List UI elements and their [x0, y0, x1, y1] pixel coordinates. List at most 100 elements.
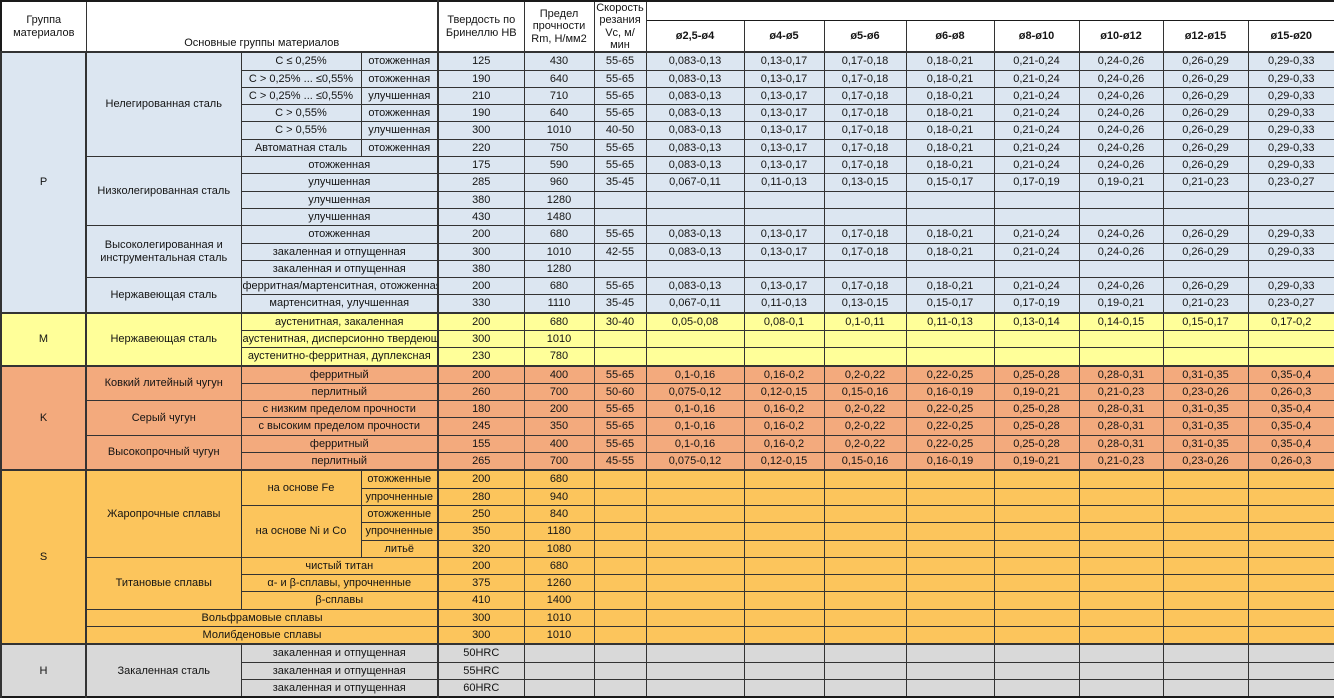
- feed-value-cell: 0,25-0,28: [993, 400, 1080, 419]
- feed-value-cell: 0,2-0,22: [823, 434, 907, 454]
- header-diameter-3: ø6-ø8: [905, 20, 995, 53]
- feed-value-cell: [1247, 504, 1334, 524]
- feed-value-cell: 0,17-0,18: [823, 104, 907, 123]
- feed-value-cell: [823, 608, 907, 628]
- feed-value-cell: 0,1-0,16: [645, 400, 745, 419]
- feed-value-cell: 0,22-0,25: [905, 434, 995, 454]
- vc-cell: [593, 259, 647, 279]
- feed-value-cell: 0,26-0,29: [1162, 138, 1249, 158]
- material-family-cell: Титановые сплавы: [85, 556, 242, 610]
- feed-value-cell: 0,21-0,24: [993, 86, 1080, 106]
- feed-value-cell: 0,13-0,17: [743, 225, 825, 244]
- feed-value-cell: [1078, 643, 1164, 663]
- feed-value-cell: [993, 539, 1080, 558]
- feed-value-cell: 0,18-0,21: [905, 242, 995, 261]
- feed-value-cell: [743, 643, 825, 663]
- material-subtype-cell: Автоматная сталь: [240, 138, 362, 158]
- table-row: Нержавеющая сталь ферритная/мартенситная,…: [1, 277, 1334, 314]
- hb-cell: 245: [437, 417, 525, 436]
- feed-value-cell: [905, 608, 995, 628]
- feed-value-cell: [993, 487, 1080, 506]
- material-subtype-cell: на основе Ni и Co: [240, 504, 362, 558]
- feed-value-cell: [1162, 259, 1249, 279]
- vc-cell: [593, 347, 647, 367]
- feed-value-cell: 0,13-0,15: [823, 173, 907, 192]
- vc-cell: [593, 207, 647, 227]
- hb-cell: 155: [437, 434, 525, 454]
- rm-cell: 400: [523, 434, 595, 454]
- feed-value-cell: 0,21-0,24: [993, 121, 1080, 140]
- feed-value-cell: [1162, 574, 1249, 593]
- feed-value-cell: 0,29-0,33: [1247, 121, 1334, 140]
- table-row: с высоким пределом прочности 245 350 55-65 0…: [1, 417, 1334, 436]
- feed-value-cell: [743, 522, 825, 541]
- vc-cell: [593, 504, 647, 524]
- feed-value-cell: [823, 504, 907, 524]
- feed-value-cell: 0,19-0,21: [1078, 294, 1164, 314]
- material-family-cell: Закаленная сталь: [85, 643, 242, 698]
- material-family-cell: Нержавеющая сталь: [85, 311, 242, 367]
- material-family-cell: Высоколегированная и инструментальная ст…: [85, 225, 242, 279]
- material-subtype-cell: улучшенная: [240, 190, 439, 209]
- feed-value-cell: [645, 207, 745, 227]
- rm-cell: 710: [523, 86, 595, 106]
- table-row: мартенситная, улучшенная 330 1110 35-45 0,06…: [1, 294, 1334, 314]
- rm-cell: 1260: [523, 574, 595, 593]
- feed-value-cell: 0,24-0,26: [1078, 104, 1164, 123]
- feed-value-cell: 0,17-0,18: [823, 156, 907, 175]
- feed-value-cell: 0,1-0,16: [645, 434, 745, 454]
- feed-value-cell: 0,31-0,35: [1162, 364, 1249, 384]
- feed-value-cell: [905, 556, 995, 576]
- feed-value-cell: 0,083-0,13: [645, 138, 745, 158]
- feed-value-cell: [645, 643, 745, 663]
- material-family-cell: Жаропрочные сплавы: [85, 469, 242, 558]
- feed-value-cell: [905, 522, 995, 541]
- vc-cell: [593, 556, 647, 576]
- vc-cell: 30-40: [593, 311, 647, 331]
- feed-value-cell: 0,21-0,24: [993, 225, 1080, 244]
- feed-value-cell: 0,26-0,29: [1162, 104, 1249, 123]
- material-family-cell: Молибденовые сплавы: [85, 626, 439, 645]
- vc-cell: 55-65: [593, 225, 647, 244]
- vc-cell: 40-50: [593, 121, 647, 140]
- hb-cell: 200: [437, 556, 525, 576]
- material-subtype-cell: ферритная/мартенситная, отожженная: [240, 277, 439, 296]
- table-row: улучшенная 380 1280: [1, 190, 1334, 209]
- feed-value-cell: [1247, 539, 1334, 558]
- hb-cell: 220: [437, 138, 525, 158]
- vc-cell: 35-45: [593, 294, 647, 314]
- feed-value-cell: 0,28-0,31: [1078, 364, 1164, 384]
- feed-value-cell: [743, 259, 825, 279]
- feed-value-cell: 0,19-0,21: [993, 452, 1080, 471]
- feed-value-cell: 0,17-0,18: [823, 138, 907, 158]
- rm-cell: 1280: [523, 190, 595, 209]
- rm-cell: 1010: [523, 329, 595, 349]
- rm-cell: [523, 661, 595, 680]
- feed-value-cell: 0,15-0,17: [1162, 311, 1249, 331]
- feed-value-cell: [1078, 207, 1164, 227]
- table-body: P Нелегированная сталь C ≤ 0,25% отожженная…: [0, 51, 1334, 698]
- material-subtype-cell: отожженная: [240, 156, 439, 175]
- header-diameter-5: ø10-ø12: [1078, 20, 1164, 53]
- vc-cell: 55-65: [593, 364, 647, 384]
- feed-value-cell: 0,24-0,26: [1078, 225, 1164, 244]
- material-subtype-cell: закаленная и отпущенная: [240, 259, 439, 279]
- feed-value-cell: 0,29-0,33: [1247, 86, 1334, 106]
- feed-value-cell: [743, 626, 825, 645]
- material-family-cell: Низколегированная сталь: [85, 156, 242, 227]
- feed-value-cell: 0,083-0,13: [645, 51, 745, 71]
- feed-value-cell: [1247, 608, 1334, 628]
- feed-value-cell: 0,22-0,25: [905, 364, 995, 384]
- hb-cell: 300: [437, 608, 525, 628]
- vc-cell: 50-60: [593, 382, 647, 402]
- material-subtype-cell: улучшенная: [360, 86, 439, 106]
- vc-cell: 55-65: [593, 104, 647, 123]
- rm-cell: 1110: [523, 294, 595, 314]
- hb-cell: 55HRC: [437, 661, 525, 680]
- feed-value-cell: 0,17-0,18: [823, 86, 907, 106]
- hb-cell: 50HRC: [437, 643, 525, 663]
- feed-value-cell: 0,13-0,17: [743, 104, 825, 123]
- feed-value-cell: [1078, 539, 1164, 558]
